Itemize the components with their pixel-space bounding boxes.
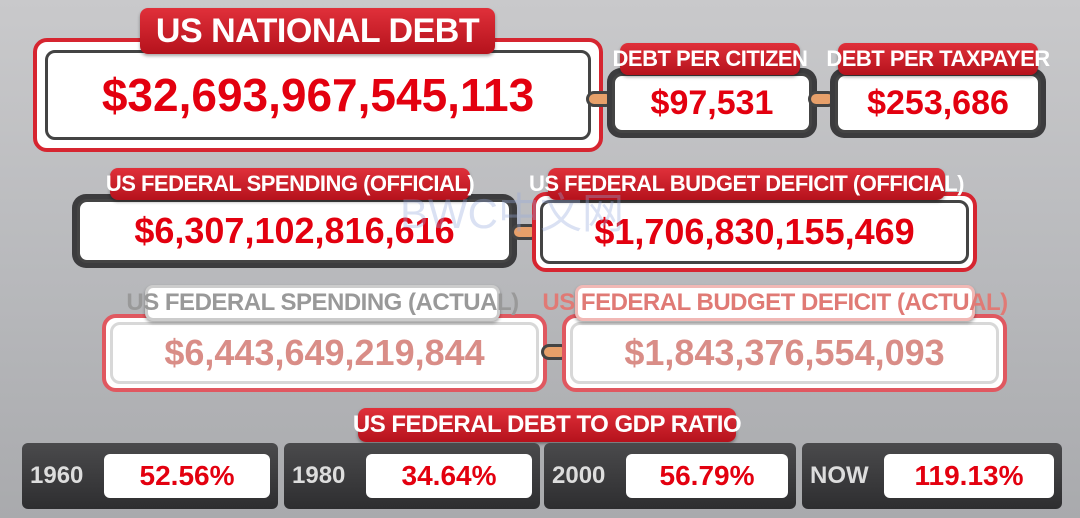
national-debt-value: $32,693,967,545,113	[45, 50, 591, 140]
deficit-official-label: US FEDERAL BUDGET DEFICIT (OFFICIAL)	[529, 168, 965, 200]
gdp-year: 1980	[292, 462, 346, 489]
spending-actual-label: US FEDERAL SPENDING (ACTUAL)	[126, 285, 519, 321]
per-taxpayer-frame: $253,686	[830, 68, 1046, 138]
spending-actual-frame: $6,443,649,219,844	[102, 314, 547, 392]
per-citizen-frame: $97,531	[607, 68, 817, 138]
gdp-year: 1960	[30, 462, 84, 489]
deficit-official-value: $1,706,830,155,469	[540, 200, 969, 264]
deficit-actual-value: $1,843,376,554,093	[570, 322, 999, 384]
watermark: BWC中文网	[400, 190, 624, 237]
gdp-ratio-item: NOW 119.13%	[802, 443, 1062, 509]
per-citizen-value: $97,531	[612, 73, 812, 133]
gdp-value: 56.79%	[626, 454, 788, 498]
per-citizen-label: DEBT PER CITIZEN	[613, 43, 808, 75]
spending-actual-value: $6,443,649,219,844	[110, 322, 539, 384]
deficit-actual-label: US FEDERAL BUDGET DEFICIT (ACTUAL)	[542, 285, 1008, 321]
gdp-value: 119.13%	[884, 454, 1054, 498]
national-debt-frame: $32,693,967,545,113	[33, 38, 603, 152]
gdp-year: NOW	[810, 462, 869, 489]
deficit-official-frame: $1,706,830,155,469	[532, 192, 977, 272]
spending-official-value: $6,307,102,816,616	[77, 199, 512, 263]
national-debt-label: US NATIONAL DEBT	[140, 8, 495, 54]
gdp-value: 34.64%	[366, 454, 532, 498]
deficit-actual-frame: $1,843,376,554,093	[562, 314, 1007, 392]
gdp-year: 2000	[552, 462, 606, 489]
gdp-value: 52.56%	[104, 454, 270, 498]
spending-official-label: US FEDERAL SPENDING (OFFICIAL)	[106, 168, 475, 200]
gdp-ratio-title: US FEDERAL DEBT TO GDP RATIO	[353, 408, 742, 442]
gdp-ratio-item: 1980 34.64%	[284, 443, 540, 509]
gdp-ratio-item: 2000 56.79%	[544, 443, 796, 509]
spending-official-frame: $6,307,102,816,616	[72, 194, 517, 268]
per-taxpayer-value: $253,686	[835, 73, 1041, 133]
gdp-ratio-item: 1960 52.56%	[22, 443, 278, 509]
per-taxpayer-label: DEBT PER TAXPAYER	[826, 43, 1050, 75]
